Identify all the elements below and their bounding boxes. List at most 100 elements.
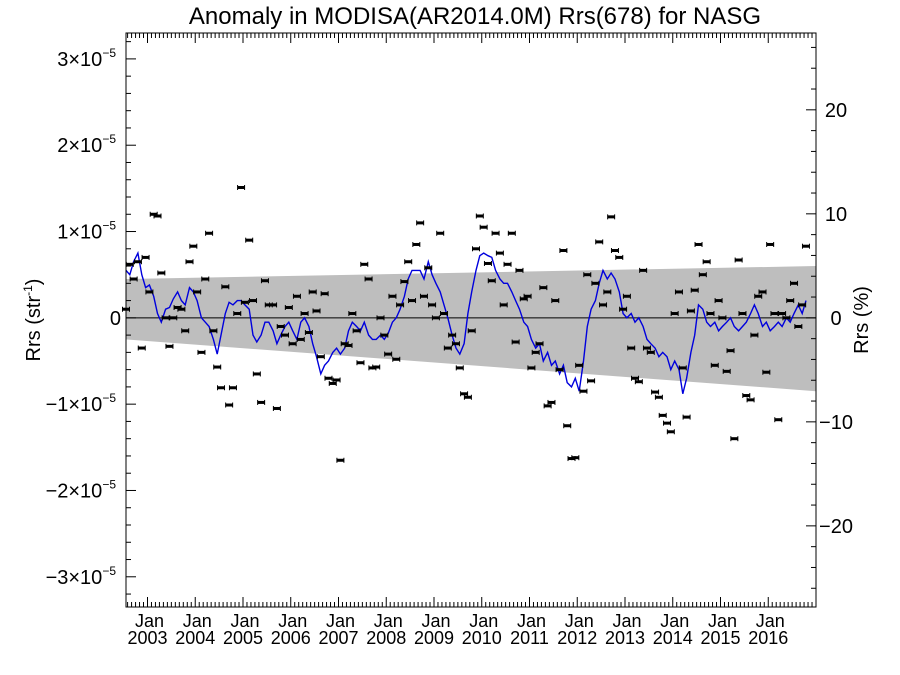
data-point-marker [138,346,146,350]
data-point-marker [213,365,221,369]
data-point [336,457,345,463]
x-tick-month-label: Jan [374,611,403,631]
data-point-marker [496,251,504,255]
data-point [201,276,210,282]
data-point [141,254,150,260]
x-tick-month-label: Jan [708,611,737,631]
data-point-marker [675,290,683,294]
chart-title: Anomaly in MODISA(AR2014.0M) Rrs(678) fo… [189,3,761,30]
left-tick-mantissa: −3×10 [46,567,103,589]
right-tick-label: 20 [825,100,847,122]
x-tick-year-label: 2005 [223,628,263,648]
data-point [376,315,385,321]
x-tick-year-label: 2006 [271,628,311,648]
data-point [527,365,536,371]
data-point [766,241,775,247]
data-point-marker [699,273,707,277]
data-point-marker [205,231,213,235]
data-point [551,298,560,304]
data-point [137,345,146,351]
data-point [794,323,803,329]
data-point-marker [647,350,655,354]
data-point-marker [428,303,436,307]
data-point-marker [563,424,571,428]
data-point-marker [257,400,265,404]
data-point [607,214,616,220]
data-point [539,285,548,291]
data-point-marker [759,290,767,294]
left-axis-label-close: ) [23,279,45,286]
data-point-marker [794,324,802,328]
data-point [523,293,532,299]
x-tick-year-label: 2011 [510,628,549,648]
data-point [610,248,619,254]
data-point [499,302,508,308]
data-point-marker [297,337,305,341]
data-point-marker [321,292,329,296]
data-point-marker [571,456,579,460]
data-point [595,239,604,245]
data-point-marker [750,333,758,337]
data-point-marker [245,238,253,242]
data-point-marker [436,231,444,235]
left-tick-exponent: −5 [102,219,116,233]
data-point [419,293,428,299]
data-point [276,323,285,329]
data-point [790,280,799,286]
data-point-marker [309,290,317,294]
data-point [344,342,353,348]
data-point-marker [289,342,297,346]
data-point-marker [591,281,599,285]
data-point-marker [372,365,380,369]
data-point-marker [468,329,476,333]
data-point-marker [747,398,755,402]
data-point-marker [353,329,361,333]
data-point-marker [452,342,460,346]
data-point-marker [356,361,364,365]
data-point [237,185,246,191]
data-point-marker [317,355,325,359]
data-point [547,399,556,405]
data-point-marker [508,231,516,235]
data-point [750,332,759,338]
data-point [639,267,648,273]
data-point-marker [420,294,428,298]
data-point [205,230,214,236]
data-point-marker [715,299,723,303]
data-point [364,276,373,282]
x-tick-year-label: 2004 [175,628,215,648]
data-point [467,328,476,334]
data-point [436,230,445,236]
data-point-marker [324,376,332,380]
data-point [483,260,492,266]
data-point [348,311,357,317]
data-point [690,287,699,293]
x-tick-year-label: 2012 [557,628,597,648]
data-point [583,272,592,278]
left-tick-mantissa: 1×10 [57,222,102,244]
data-point-marker [217,386,225,390]
data-point [181,328,190,334]
data-point [328,380,337,386]
data-point [257,399,266,405]
data-point-marker [611,249,619,253]
data-point [762,369,771,375]
data-point [249,298,258,304]
data-point-marker [456,366,464,370]
x-axis: Jan2003Jan2004Jan2005Jan2006Jan2007Jan20… [127,33,817,648]
left-tick-label: 0 [110,308,121,330]
data-point-marker [265,303,273,307]
data-point-marker [774,418,782,422]
data-point-marker [221,285,229,289]
data-point [475,213,484,219]
data-point [658,412,667,418]
data-point-marker [181,329,189,333]
data-point-marker [154,214,162,218]
data-point [654,394,663,400]
left-axis-label-main: Rrs (str [23,296,45,362]
data-point-marker [595,240,603,244]
data-point [515,267,524,273]
data-point [770,311,779,317]
data-point [758,289,767,295]
data-point-marker [515,268,523,272]
